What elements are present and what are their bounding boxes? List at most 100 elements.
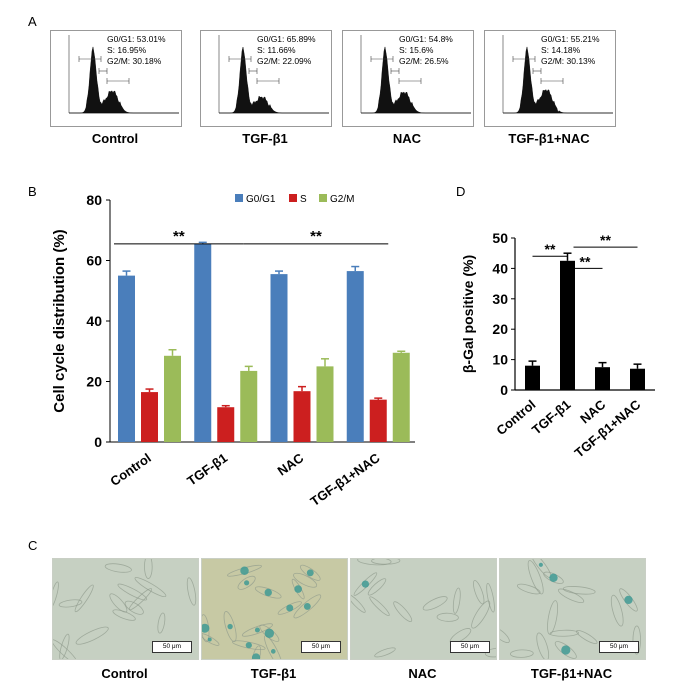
cell-outline [264,635,283,659]
stained-cell [207,637,212,642]
cell-outline [186,577,197,606]
significance-label: ** [310,228,322,245]
y-tick-label: 60 [86,253,102,269]
stained-cell [306,569,314,577]
bar-s [141,392,158,442]
cell-outline [484,647,496,658]
micrograph: 50 μm [52,558,199,660]
y-axis-label: Cell cycle distribution (%) [51,229,68,412]
cell-outline [367,578,387,596]
cell-outline [128,588,153,611]
cell-outline [471,600,491,629]
cell-outline [576,629,598,645]
cell-outline [59,633,70,659]
flow-histogram: G0/G1: 53.01% S: 16.95% G2/M: 30.18% [50,30,182,127]
flow-histogram: G0/G1: 65.89% S: 11.66% G2/M: 22.09% [200,30,332,127]
cell-outline [293,572,318,588]
stained-cell [245,642,252,649]
panel-letter-d: D [456,184,466,199]
cell-outline [632,625,641,655]
flow-stats: G0/G1: 55.21% S: 14.18% G2/M: 30.13% [541,34,600,67]
legend-swatch [289,194,297,202]
cell-outline [293,594,322,619]
y-tick-label: 30 [492,291,508,307]
cell-outline [75,626,109,645]
micrograph: 50 μm [499,558,646,660]
cell-outline [500,626,510,644]
cell-outline [299,564,321,581]
y-tick-label: 40 [492,260,508,276]
significance-label: ** [580,253,591,269]
bar-g0g1 [118,275,135,442]
y-tick-label: 50 [492,230,508,246]
stained-cell [202,623,210,633]
flow-stat-g2m: G2/M: 22.09% [257,56,312,66]
bar-g0g1 [270,274,288,442]
y-axis-label: β-Gal positive (%) [460,255,476,373]
flow-stat-g0g1: G0/G1: 65.89% [257,34,316,44]
cell-outline [509,649,534,658]
stained-cell [264,588,272,597]
bar-s [369,399,387,442]
stained-cell [264,628,275,638]
bar [595,367,610,390]
flow-histogram-curve [503,46,613,114]
cell-outline [610,594,624,627]
flow-panel-label: TGF-β1+NAC [508,131,590,146]
x-tick-label: TGF-β1 [184,450,230,488]
stained-cell [549,573,558,582]
flow-stat-g2m: G2/M: 30.13% [541,56,596,66]
cell-outline [452,587,461,614]
scale-bar: 50 μm [152,641,192,653]
stained-cell [244,580,250,586]
bar [525,365,540,390]
micrograph-label: TGF-β1 [250,666,297,681]
cell-outline [237,575,256,590]
stained-cell [251,653,261,659]
cell-outline [536,632,550,659]
cell-outline [241,623,273,637]
stained-cell [294,585,303,593]
stained-cell [361,580,370,588]
legend-swatch [235,194,243,202]
stained-cell [254,627,260,633]
flow-stat-s: S: 16.95% [107,45,147,55]
bar-s [217,407,235,442]
x-tick-label: NAC [275,450,307,479]
flow-panel-label: Control [91,131,139,146]
flow-stat-g0g1: G0/G1: 55.21% [541,34,600,44]
legend-entry: S [300,194,307,205]
y-tick-label: 20 [492,321,508,337]
bar-g2m [164,355,181,442]
cell-outline [117,583,148,601]
panel-b-cell-cycle-chart: 0 20 40 60 80 Cell cycle distribution (%) Cont… [51,192,415,509]
significance-label: ** [545,241,556,257]
bar-s [293,391,311,442]
cell-outline [223,611,237,643]
cell-outline [53,639,78,659]
cell-outline [547,600,559,635]
cell-outline [527,560,544,595]
panel-letter-b: B [28,184,37,199]
scale-bar: 50 μm [599,641,639,653]
cell-outline [134,577,167,598]
bar-g2m [316,366,334,442]
y-tick-label: 40 [86,313,102,329]
flow-panel-label: NAC [392,131,422,146]
cell-outline [369,596,390,617]
y-tick-label: 0 [94,434,102,450]
cell-outline [486,582,495,613]
cell-outline [351,594,366,613]
significance-label: ** [600,232,611,248]
flow-histogram-curve [361,46,471,114]
micrograph-label: Control [101,666,148,681]
legend-entry: G0/G1 [246,194,276,205]
flow-stat-s: S: 14.18% [541,45,581,55]
y-tick-label: 0 [500,382,508,398]
cell-outline [374,647,396,658]
y-tick-label: 20 [86,374,102,390]
legend-swatch [319,194,327,202]
cell-outline [557,588,585,604]
x-tick-label: Control [493,397,538,438]
